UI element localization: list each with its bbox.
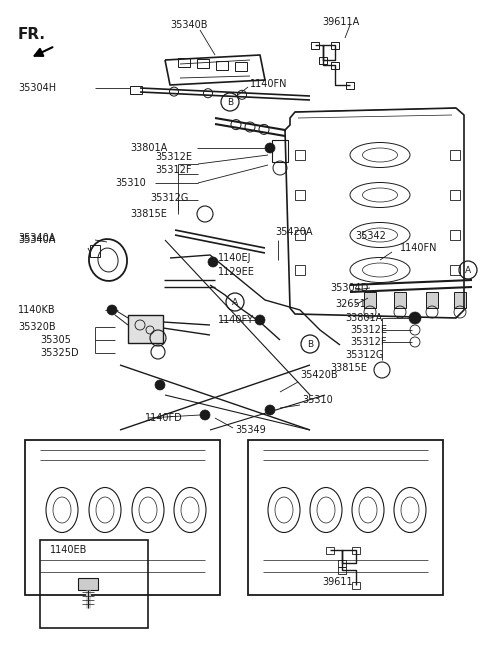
Bar bbox=[197, 59, 209, 68]
Text: A: A bbox=[232, 297, 238, 307]
Text: 1140FN: 1140FN bbox=[400, 243, 437, 253]
Text: 1140EB: 1140EB bbox=[50, 545, 87, 555]
Text: 35349: 35349 bbox=[235, 425, 266, 435]
Text: 1140EJ: 1140EJ bbox=[218, 253, 252, 263]
Bar bbox=[248, 440, 443, 595]
Circle shape bbox=[208, 257, 218, 267]
Bar bbox=[450, 190, 460, 200]
Text: 35340A: 35340A bbox=[18, 235, 55, 245]
Text: 35304D: 35304D bbox=[330, 283, 368, 293]
Bar bbox=[235, 62, 247, 71]
Bar bbox=[272, 140, 288, 162]
Circle shape bbox=[409, 312, 421, 324]
Text: 1129EE: 1129EE bbox=[218, 267, 255, 277]
Text: 33815E: 33815E bbox=[130, 209, 167, 219]
Text: 35342: 35342 bbox=[355, 231, 386, 241]
Text: 35304H: 35304H bbox=[18, 83, 56, 93]
Text: 35310: 35310 bbox=[302, 395, 333, 405]
Text: 33801A: 33801A bbox=[345, 313, 382, 323]
Text: 1140FN: 1140FN bbox=[250, 79, 288, 89]
Text: B: B bbox=[307, 340, 313, 348]
Bar bbox=[216, 60, 228, 70]
Text: 35312E: 35312E bbox=[350, 325, 387, 335]
Text: A: A bbox=[465, 265, 471, 275]
Bar bbox=[394, 292, 406, 308]
Bar bbox=[331, 42, 339, 49]
Text: 35420A: 35420A bbox=[275, 227, 312, 237]
Bar bbox=[78, 578, 98, 590]
Circle shape bbox=[265, 143, 275, 153]
Text: 39611A: 39611A bbox=[322, 17, 359, 27]
Bar bbox=[450, 230, 460, 240]
Bar bbox=[295, 150, 305, 160]
Bar bbox=[364, 292, 376, 308]
Text: 35312G: 35312G bbox=[150, 193, 188, 203]
Circle shape bbox=[265, 405, 275, 415]
Text: 1140KB: 1140KB bbox=[18, 305, 56, 315]
Text: 1140FY: 1140FY bbox=[218, 315, 254, 325]
Bar bbox=[352, 582, 360, 589]
Bar bbox=[128, 315, 163, 343]
Circle shape bbox=[255, 315, 265, 325]
Bar bbox=[130, 86, 142, 94]
Bar bbox=[426, 292, 438, 308]
Bar bbox=[311, 42, 319, 49]
Text: B: B bbox=[227, 97, 233, 107]
Bar bbox=[25, 440, 220, 595]
Bar bbox=[295, 230, 305, 240]
Text: 39611: 39611 bbox=[322, 577, 353, 587]
Text: 32651: 32651 bbox=[335, 299, 366, 309]
Bar bbox=[338, 567, 346, 574]
Text: 35312F: 35312F bbox=[350, 337, 386, 347]
Bar bbox=[326, 547, 334, 554]
Bar bbox=[295, 265, 305, 275]
Bar bbox=[295, 190, 305, 200]
Bar bbox=[450, 150, 460, 160]
Bar bbox=[338, 560, 346, 567]
Text: 35305: 35305 bbox=[40, 335, 71, 345]
Bar bbox=[331, 62, 339, 69]
Circle shape bbox=[155, 380, 165, 390]
Text: 33815E: 33815E bbox=[330, 363, 367, 373]
Text: 35325D: 35325D bbox=[40, 348, 79, 358]
Text: 35340A: 35340A bbox=[18, 233, 55, 243]
Text: 35312E: 35312E bbox=[155, 152, 192, 162]
Text: 35310: 35310 bbox=[115, 178, 146, 188]
Text: 35312G: 35312G bbox=[345, 350, 384, 360]
Circle shape bbox=[200, 410, 210, 420]
Bar bbox=[40, 540, 148, 628]
Text: 35320B: 35320B bbox=[18, 322, 56, 332]
Text: 33801A: 33801A bbox=[130, 143, 167, 153]
Bar bbox=[90, 245, 100, 257]
Circle shape bbox=[107, 305, 117, 315]
Text: 35312F: 35312F bbox=[155, 165, 192, 175]
Bar bbox=[346, 82, 354, 89]
Text: 35340B: 35340B bbox=[170, 20, 207, 30]
Text: FR.: FR. bbox=[18, 26, 46, 42]
Bar bbox=[454, 292, 466, 308]
Bar bbox=[178, 58, 190, 66]
Bar bbox=[450, 265, 460, 275]
Bar bbox=[319, 57, 327, 64]
Text: 35420B: 35420B bbox=[300, 370, 337, 380]
Bar bbox=[352, 547, 360, 554]
Text: 1140FD: 1140FD bbox=[145, 413, 183, 423]
